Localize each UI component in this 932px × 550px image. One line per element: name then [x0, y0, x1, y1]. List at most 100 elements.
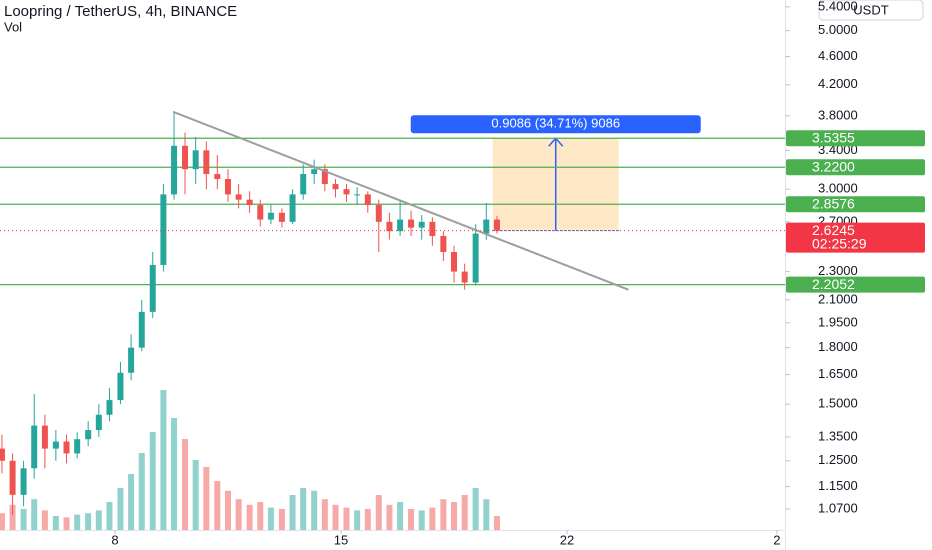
candle-body — [95, 414, 102, 431]
y-tick-label: 1.5000 — [818, 396, 858, 411]
volume-bar — [214, 481, 221, 530]
measure-label: 0.9086 (34.71%) 9086 — [491, 116, 620, 131]
y-tick-label: 5.4000 — [818, 0, 858, 13]
candle-body — [0, 448, 5, 461]
volume-bar — [41, 510, 48, 530]
volume-bar — [321, 499, 328, 530]
candle-body — [128, 347, 135, 373]
x-tick-label: 15 — [334, 532, 348, 547]
y-tick-label: 1.8000 — [818, 339, 858, 354]
candle-body — [408, 219, 415, 228]
volume-bar — [461, 495, 468, 530]
volume-bar — [9, 504, 16, 530]
volume-bar — [182, 439, 189, 530]
y-tick-label: 4.6000 — [818, 48, 858, 63]
candle-body — [300, 174, 307, 195]
volume-bar — [149, 432, 156, 530]
volume-bar — [246, 504, 253, 530]
volume-bar — [289, 495, 296, 530]
currency-button[interactable] — [818, 0, 924, 21]
candle-body — [192, 150, 199, 170]
candle-body — [214, 174, 221, 179]
volume-bar — [128, 474, 135, 530]
candle-body — [203, 150, 210, 175]
level-label: 3.5355 — [812, 129, 855, 145]
candle-body — [117, 372, 124, 401]
candle-body — [483, 219, 490, 234]
candle-body — [354, 194, 361, 196]
y-tick-label: 1.3500 — [818, 428, 858, 443]
volume-bar — [63, 517, 70, 530]
candle-body — [493, 219, 500, 231]
level-label-box — [786, 130, 925, 147]
candle-body — [85, 430, 92, 440]
candle-body — [20, 468, 27, 495]
candle-body — [9, 460, 16, 495]
level-label: 3.2200 — [812, 158, 855, 174]
last-price-label: 2.6245 — [812, 222, 855, 238]
y-tick-label: 1.9500 — [818, 314, 858, 329]
volume-bar — [192, 460, 199, 530]
volume-bar — [278, 509, 285, 530]
volume-bar — [418, 510, 425, 530]
level-label-box — [786, 159, 925, 176]
candle-body — [182, 145, 189, 170]
candle-body — [63, 441, 70, 454]
candle-body — [267, 212, 274, 220]
candle-body — [461, 271, 468, 283]
candle-body — [31, 425, 38, 469]
volume-bar — [386, 504, 393, 530]
candle-body — [364, 194, 371, 206]
candle-body — [343, 189, 350, 195]
volume-bar — [311, 490, 318, 530]
volume-bar — [397, 502, 404, 530]
x-tick-label: 22 — [560, 532, 574, 547]
y-tick-label: 4.2000 — [818, 76, 858, 91]
candle-body — [224, 178, 231, 195]
volume-bar — [257, 502, 264, 530]
y-tick-label: 5.0000 — [818, 22, 858, 37]
y-tick-label: 2.3000 — [818, 263, 858, 278]
candle-body — [257, 205, 264, 220]
level-label-box — [786, 196, 925, 213]
volume-label: Vol — [4, 19, 22, 34]
candle-body — [397, 219, 404, 232]
chart-title: Loopring / TetherUS, 4h, BINANCE — [4, 3, 237, 20]
x-tick-label: 8 — [111, 532, 118, 547]
candle-body — [440, 235, 447, 253]
last-price-box — [786, 222, 925, 253]
candle-body — [246, 199, 253, 206]
y-tick-label: 3.0000 — [818, 181, 858, 196]
volume-bar — [364, 509, 371, 530]
currency-label[interactable]: USDT — [853, 2, 888, 17]
level-label-box — [786, 276, 925, 293]
volume-bar — [235, 499, 242, 530]
candle-body — [386, 221, 393, 232]
volume-bar — [52, 516, 59, 530]
volume-bar — [472, 488, 479, 530]
volume-bar — [31, 499, 38, 530]
volume-bar — [375, 495, 382, 530]
volume-bar — [160, 390, 167, 530]
candle-body — [321, 169, 328, 185]
candle-body — [375, 205, 382, 222]
y-tick-label: 1.6500 — [818, 366, 858, 381]
level-label: 2.2052 — [812, 276, 855, 292]
volume-bar — [440, 499, 447, 530]
volume-bar — [74, 514, 81, 530]
candle-body — [149, 264, 156, 312]
candle-body — [138, 311, 145, 348]
candle-body — [429, 221, 436, 236]
candle-body — [278, 212, 285, 222]
volume-bar — [138, 453, 145, 530]
y-tick-label: 3.8000 — [818, 107, 858, 122]
measure-label-box — [410, 115, 701, 134]
volume-bar — [300, 488, 307, 530]
y-tick-label: 1.1500 — [818, 478, 858, 493]
volume-bar — [171, 418, 178, 530]
candle-body — [52, 441, 59, 449]
candle-body — [74, 439, 81, 454]
volume-bar — [95, 510, 102, 530]
volume-bar — [85, 513, 92, 530]
